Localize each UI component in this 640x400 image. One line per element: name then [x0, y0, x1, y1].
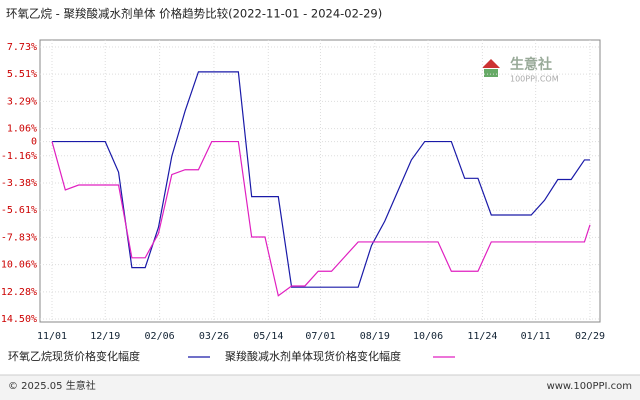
y-tick-label: 1.06% [7, 124, 37, 135]
x-tick-label: 11/01 [37, 331, 67, 342]
y-tick-label: -7.83% [1, 232, 37, 243]
y-tick-label: 0 [31, 137, 37, 148]
x-tick-label: 10/06 [413, 331, 443, 342]
x-tick-label: 02/29 [575, 331, 605, 342]
series-line [51, 140, 591, 297]
y-tick-label: -10.06% [0, 260, 37, 271]
chart-title: 环氧乙烷 - 聚羧酸减水剂单体 价格趋势比较(2022-11-01 - 2024… [6, 7, 382, 21]
watermark-name: 生意社 [510, 56, 552, 73]
footer-right: www.100PPI.com [547, 381, 632, 392]
watermark-site: 100PPI.COM [510, 75, 559, 84]
legend-label: 环氧乙烷现货价格变化幅度 [8, 349, 140, 363]
y-tick-label: 3.29% [7, 96, 37, 107]
y-tick-label: -14.50% [0, 314, 37, 325]
x-tick-label: 01/11 [521, 331, 551, 342]
y-tick-label: -3.38% [1, 178, 37, 189]
y-tick-label: 5.51% [7, 69, 37, 80]
y-tick-label: -5.61% [1, 205, 37, 216]
x-tick-label: 11/24 [467, 331, 497, 342]
footer-bar [0, 375, 640, 400]
x-tick-label: 03/26 [199, 331, 229, 342]
series-line [52, 71, 590, 288]
footer-left: © 2025.05 生意社 [8, 379, 96, 392]
y-tick-label: 7.73% [7, 42, 37, 53]
x-tick-label: 08/19 [360, 331, 390, 342]
watermark: 生意社 100PPI.COM [482, 56, 559, 84]
y-tick-label: -12.28% [0, 287, 37, 298]
x-tick-label: 07/01 [305, 331, 335, 342]
x-tick-label: 05/14 [253, 331, 283, 342]
x-tick-label: 02/06 [145, 331, 175, 342]
legend-label: 聚羧酸减水剂单体现货价格变化幅度 [225, 349, 401, 363]
x-tick-label: 12/19 [90, 331, 120, 342]
y-tick-label: -1.16% [1, 151, 37, 162]
